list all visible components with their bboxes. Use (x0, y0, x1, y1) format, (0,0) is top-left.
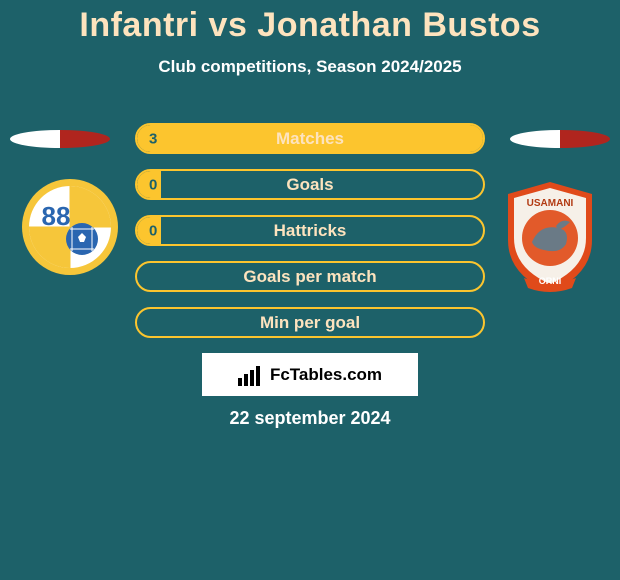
brand-box: FcTables.com (202, 353, 418, 396)
stat-label: Matches (276, 129, 344, 149)
stat-value: 3 (149, 130, 157, 147)
svg-text:ORNI: ORNI (539, 276, 562, 286)
stat-row-goals-per-match: Goals per match (135, 261, 485, 292)
stat-row-goals: 0 Goals (135, 169, 485, 200)
stat-row-hattricks: 0 Hattricks (135, 215, 485, 246)
stat-label: Goals (286, 175, 333, 195)
stat-value: 0 (149, 222, 157, 239)
stat-label: Min per goal (260, 313, 360, 333)
page-subtitle: Club competitions, Season 2024/2025 (0, 57, 620, 77)
page-title: Infantri vs Jonathan Bustos (0, 0, 620, 45)
brand-text: FcTables.com (270, 365, 382, 385)
stats-panel: 3 Matches 0 Goals 0 Hattricks Goals per … (135, 123, 485, 353)
brand-chart-icon (238, 364, 264, 386)
stat-label: Hattricks (274, 221, 347, 241)
stat-row-matches: 3 Matches (135, 123, 485, 154)
svg-text:88: 88 (42, 201, 71, 231)
right-team-badge: USAMANI ORNI (500, 180, 600, 295)
stat-value: 0 (149, 176, 157, 193)
svg-text:USAMANI: USAMANI (527, 198, 574, 209)
left-team-badge: 88 (20, 177, 120, 277)
stat-row-min-per-goal: Min per goal (135, 307, 485, 338)
date-caption: 22 september 2024 (229, 408, 390, 429)
right-country-flag (510, 130, 610, 148)
stat-label: Goals per match (243, 267, 376, 287)
left-country-flag (10, 130, 110, 148)
